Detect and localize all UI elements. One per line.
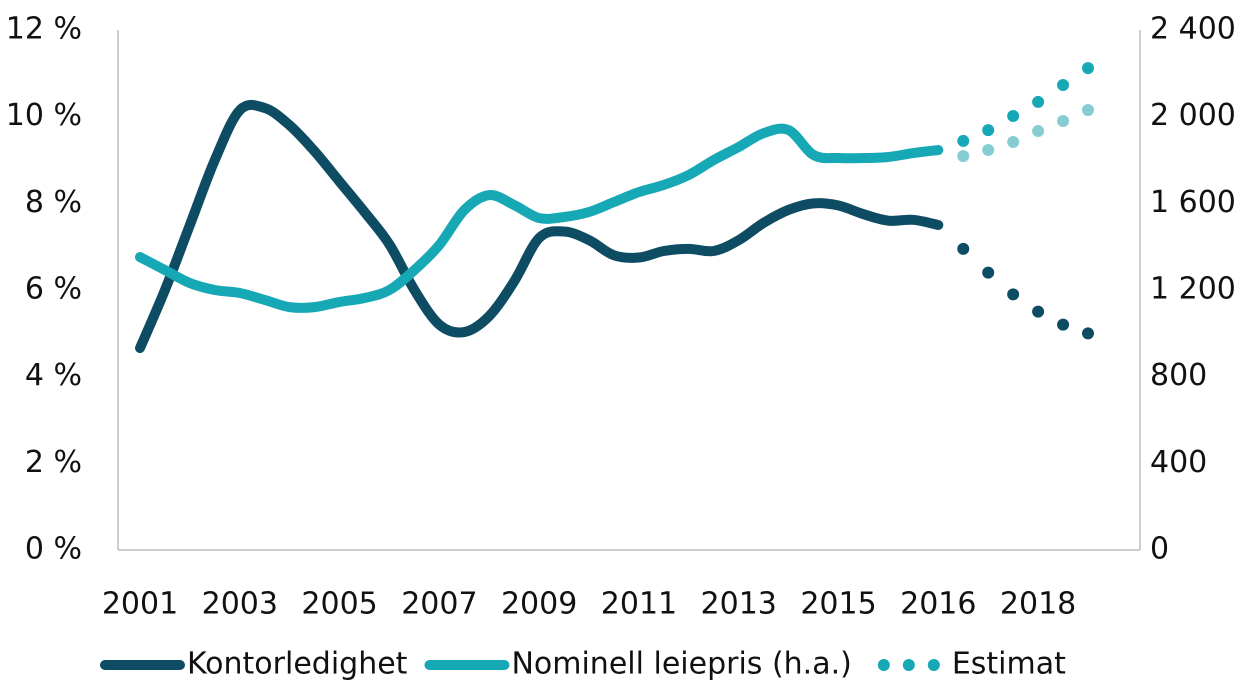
estimate-dot xyxy=(1007,288,1020,301)
x-tick-label: 2013 xyxy=(701,587,777,622)
estimate-dot xyxy=(957,242,970,255)
estimate-dot xyxy=(957,150,970,163)
estimate-dot xyxy=(1082,62,1094,75)
estimate-dot xyxy=(1007,136,1020,149)
estimate-dot xyxy=(982,266,995,279)
y2-tick-label: 400 xyxy=(1150,445,1207,480)
x-tick-label: 2018 xyxy=(1000,587,1076,622)
y-tick-label: 0 % xyxy=(25,532,82,567)
estimate-dot xyxy=(1007,110,1020,123)
y2-tick-label: 1 600 xyxy=(1150,185,1236,220)
y-tick-label: 6 % xyxy=(25,272,82,307)
estimate-dot xyxy=(982,144,995,157)
y-tick-label: 4 % xyxy=(25,358,82,393)
legend-item: Nominell leiepris (h.a.) xyxy=(424,647,852,682)
estimate-dot xyxy=(957,134,970,147)
y2-tick-label: 0 xyxy=(1150,532,1169,567)
x-tick-label: 2005 xyxy=(301,587,377,622)
estimate-dot xyxy=(982,124,995,137)
y-tick-label: 10 % xyxy=(6,98,82,133)
x-tick-label: 2007 xyxy=(401,587,477,622)
estimate-dot xyxy=(1057,115,1070,127)
x-tick-label: 2011 xyxy=(601,587,677,622)
y2-tick-label: 1 200 xyxy=(1150,272,1236,307)
legend-item: Estimat xyxy=(877,647,1066,682)
estimate-dot xyxy=(1032,124,1045,137)
legend-label: Nominell leiepris (h.a.) xyxy=(511,647,851,682)
y2-tick-label: 800 xyxy=(1150,358,1207,393)
y2-tick-label: 2 400 xyxy=(1150,12,1236,47)
series-line xyxy=(135,99,944,354)
y2-tick-label: 2 000 xyxy=(1150,98,1236,133)
legend-swatch xyxy=(902,659,915,671)
estimate-dot xyxy=(1057,318,1070,331)
x-tick-label: 2001 xyxy=(102,587,178,622)
legend-item: Kontorledighet xyxy=(100,647,408,682)
estimate-dot xyxy=(1032,305,1045,318)
y-tick-label: 2 % xyxy=(25,445,82,480)
y-tick-label: 8 % xyxy=(25,185,82,220)
estimate-dot xyxy=(1082,103,1094,116)
x-tick-label: 2003 xyxy=(202,587,278,622)
x-tick-label: 2009 xyxy=(501,587,577,622)
legend-swatch xyxy=(927,659,940,671)
legend-label: Estimat xyxy=(952,647,1066,682)
x-tick-label: 2015 xyxy=(800,587,876,622)
y-tick-label: 12 % xyxy=(6,12,82,47)
estimate-dot xyxy=(1032,95,1045,108)
estimate-dot xyxy=(1082,327,1094,340)
series-line xyxy=(135,123,944,313)
legend-label: Kontorledighet xyxy=(187,647,408,682)
legend-swatch xyxy=(877,659,890,671)
x-tick-label: 2016 xyxy=(900,587,976,622)
estimate-dot xyxy=(1057,79,1070,92)
